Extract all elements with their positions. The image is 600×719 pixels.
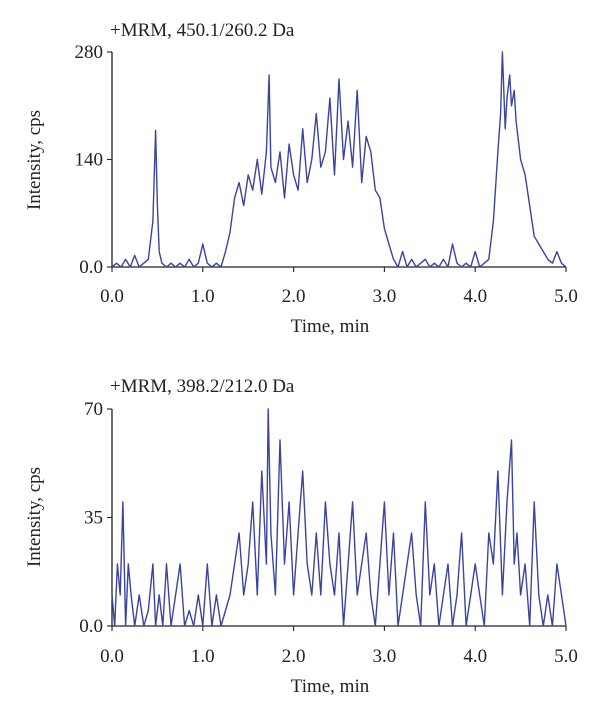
y-tick-label: 0.0 bbox=[79, 257, 103, 278]
x-axis-label: Time, min bbox=[291, 316, 370, 337]
series-line bbox=[111, 51, 567, 268]
x-tick-label: 0.0 bbox=[100, 286, 124, 307]
chart-title: +MRM, 450.1/260.2 Da bbox=[110, 20, 295, 41]
series bbox=[111, 408, 567, 627]
x-tick-label: 5.0 bbox=[554, 646, 578, 667]
x-tick-label: 3.0 bbox=[373, 286, 397, 307]
x-tick-label: 2.0 bbox=[282, 286, 306, 307]
chromatogram-panel-1: +MRM, 450.1/260.2 Da Time, min Intensity… bbox=[24, 20, 578, 337]
ticks: 0.0 1.0 2.0 3.0 4.0 5.0 0.0 140 280 bbox=[75, 42, 578, 307]
x-tick-label: 5.0 bbox=[554, 286, 578, 307]
x-axis-label: Time, min bbox=[291, 676, 370, 697]
x-tick-label: 1.0 bbox=[191, 646, 215, 667]
y-tick-label: 0.0 bbox=[79, 616, 103, 637]
y-tick-label: 140 bbox=[75, 150, 104, 171]
chart-title: +MRM, 398.2/212.0 Da bbox=[110, 376, 295, 397]
y-axis-label: Intensity, cps bbox=[24, 467, 45, 567]
x-tick-label: 1.0 bbox=[191, 286, 215, 307]
y-axis-label: Intensity, cps bbox=[24, 110, 45, 210]
x-tick-label: 2.0 bbox=[282, 646, 306, 667]
y-tick-label: 35 bbox=[84, 508, 103, 529]
y-tick-label: 280 bbox=[75, 42, 104, 63]
x-tick-label: 0.0 bbox=[100, 646, 124, 667]
x-tick-label: 4.0 bbox=[463, 286, 487, 307]
series bbox=[111, 51, 567, 268]
axes bbox=[111, 409, 566, 627]
ticks: 0.0 1.0 2.0 3.0 4.0 5.0 0.0 35 70 bbox=[79, 399, 578, 667]
x-tick-label: 4.0 bbox=[463, 646, 487, 667]
x-tick-label: 3.0 bbox=[373, 646, 397, 667]
y-tick-label: 70 bbox=[84, 399, 103, 420]
series-line bbox=[111, 408, 567, 627]
chromatogram-panel-2: +MRM, 398.2/212.0 Da Time, min Intensity… bbox=[24, 376, 578, 697]
